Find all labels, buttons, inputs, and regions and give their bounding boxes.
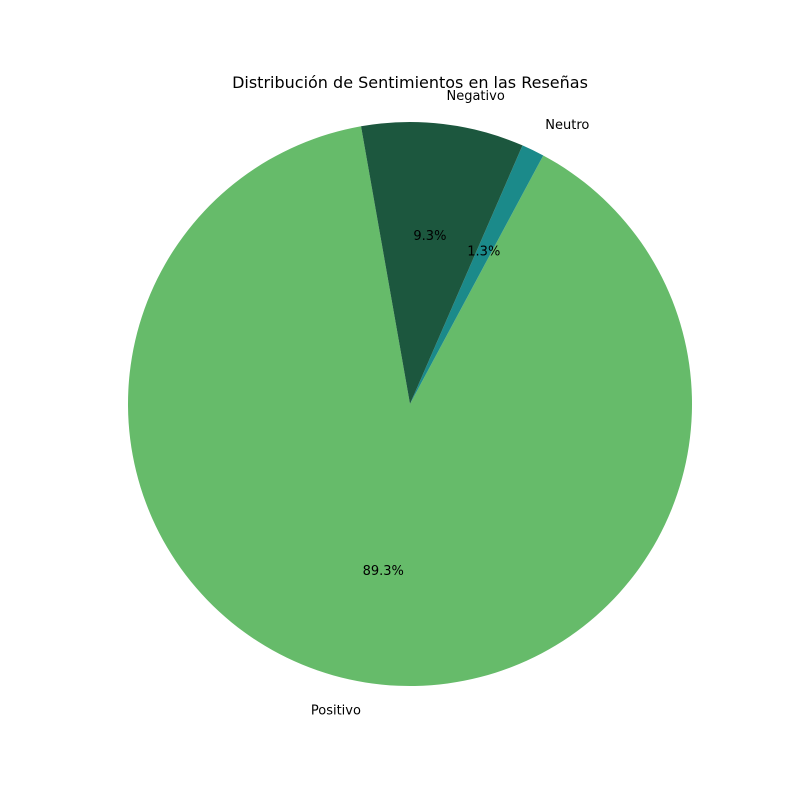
slice-percent-neutro: 1.3%	[467, 245, 500, 260]
pie-slice-neutro	[410, 145, 544, 404]
slice-label-negativo: Negativo	[446, 89, 504, 104]
pie-slice-negativo	[361, 121, 523, 404]
pie-slice-positivo	[128, 126, 693, 687]
slice-percent-positivo: 89.3%	[363, 564, 404, 579]
slice-label-positivo: Positivo	[311, 703, 361, 718]
slice-percent-negativo: 9.3%	[413, 229, 446, 244]
pie-labels: Positivo 89.3% Neutro 1.3% Negativo 9.3%	[311, 89, 590, 718]
slice-label-neutro: Neutro	[545, 118, 589, 133]
chart-title: Distribución de Sentimientos en las Rese…	[232, 73, 588, 92]
pie-slices	[128, 121, 693, 687]
